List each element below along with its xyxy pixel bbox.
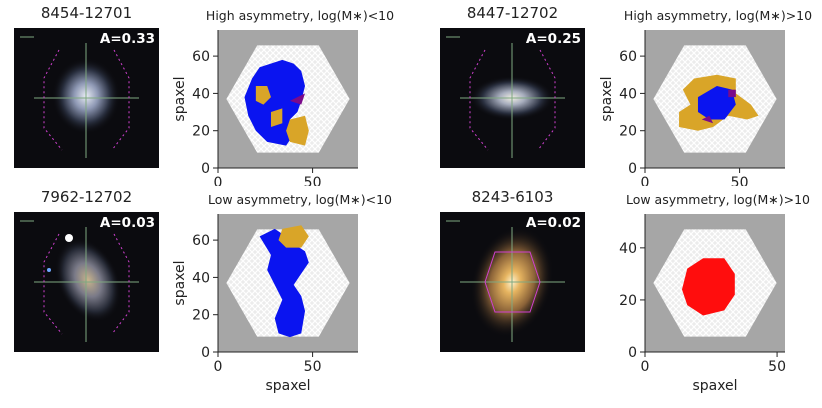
gold-spaxel-region	[286, 115, 309, 146]
plot-title: High asymmetry, log(M∗)>10	[623, 8, 813, 23]
y-axis-label: spaxel	[172, 76, 188, 121]
plot-title: High asymmetry, log(M∗)<10	[205, 8, 395, 23]
asymmetry-value: A=0.33	[99, 31, 155, 47]
x-tick-label: 50	[304, 359, 322, 375]
x-tick-label: 50	[304, 175, 322, 186]
x-tick-label: 50	[731, 175, 749, 186]
galaxy-image: A=0.03	[14, 212, 159, 352]
plot-title: Low asymmetry, log(M∗)>10	[625, 192, 811, 207]
purple-spaxel-region	[728, 89, 736, 98]
y-tick-label: 60	[192, 233, 210, 249]
y-tick-label: 20	[192, 308, 210, 324]
spaxel-map-plot: 0 20 40 60 0 50 spaxel	[172, 30, 358, 186]
y-tick-label: 0	[201, 161, 210, 177]
gold-spaxel-region	[278, 225, 309, 248]
blue-spaxel-region	[697, 85, 736, 120]
x-axis-label: spaxel	[265, 378, 310, 394]
gold-spaxel-region	[255, 85, 271, 105]
x-tick-label: 0	[214, 175, 223, 186]
red-spaxel-region	[681, 258, 735, 316]
purple-spaxel-region	[289, 93, 306, 105]
y-tick-label: 60	[192, 49, 210, 65]
spaxel-map-plot: 0 20 40 60 0 50 spaxel spaxel	[172, 214, 358, 394]
galaxy-id-label: 8447-12702	[466, 4, 559, 22]
gold-spaxel-region	[270, 108, 283, 127]
galaxy-image-graphic	[20, 36, 139, 158]
y-tick-label: 40	[619, 86, 637, 102]
galaxy-image: A=0.33	[14, 28, 159, 168]
y-tick-label: 40	[192, 86, 210, 102]
y-axis-label: spaxel	[599, 76, 615, 121]
asymmetry-value: A=0.02	[525, 215, 581, 231]
x-tick-label: 0	[641, 359, 650, 375]
y-tick-label: 20	[192, 124, 210, 140]
x-tick-label: 50	[768, 359, 786, 375]
y-tick-label: 40	[192, 270, 210, 286]
spaxel-map-plot: 0 20 40 0 50 spaxel	[619, 214, 786, 394]
asymmetry-value: A=0.25	[525, 31, 581, 47]
y-tick-label: 20	[619, 293, 637, 309]
spaxel-map-plot: 0 20 40 60 0 50 spaxel	[599, 30, 785, 186]
x-axis-label: spaxel	[692, 378, 737, 394]
x-tick-label: 0	[641, 175, 650, 186]
y-tick-label: 0	[628, 161, 637, 177]
galaxy-image-graphic	[20, 220, 139, 342]
galaxy-image: A=0.25	[440, 28, 585, 168]
galaxy-image-graphic	[446, 220, 565, 342]
y-tick-label: 20	[619, 124, 637, 140]
blue-spaxel-region	[259, 228, 309, 338]
y-axis-label: spaxel	[172, 260, 188, 305]
galaxy-id-label: 7962-12702	[40, 188, 133, 206]
y-tick-label: 0	[628, 345, 637, 361]
asymmetry-value: A=0.03	[99, 215, 155, 231]
y-tick-label: 60	[619, 49, 637, 65]
galaxy-image: A=0.02	[440, 212, 585, 352]
y-tick-label: 40	[619, 241, 637, 257]
galaxy-id-label: 8243-6103	[471, 188, 554, 206]
plot-title: Low asymmetry, log(M∗)<10	[207, 192, 393, 207]
galaxy-image-graphic	[446, 36, 565, 158]
galaxy-id-label: 8454-12701	[40, 4, 133, 22]
x-tick-label: 0	[214, 359, 223, 375]
purple-spaxel-region	[701, 115, 714, 124]
y-tick-label: 0	[201, 345, 210, 361]
